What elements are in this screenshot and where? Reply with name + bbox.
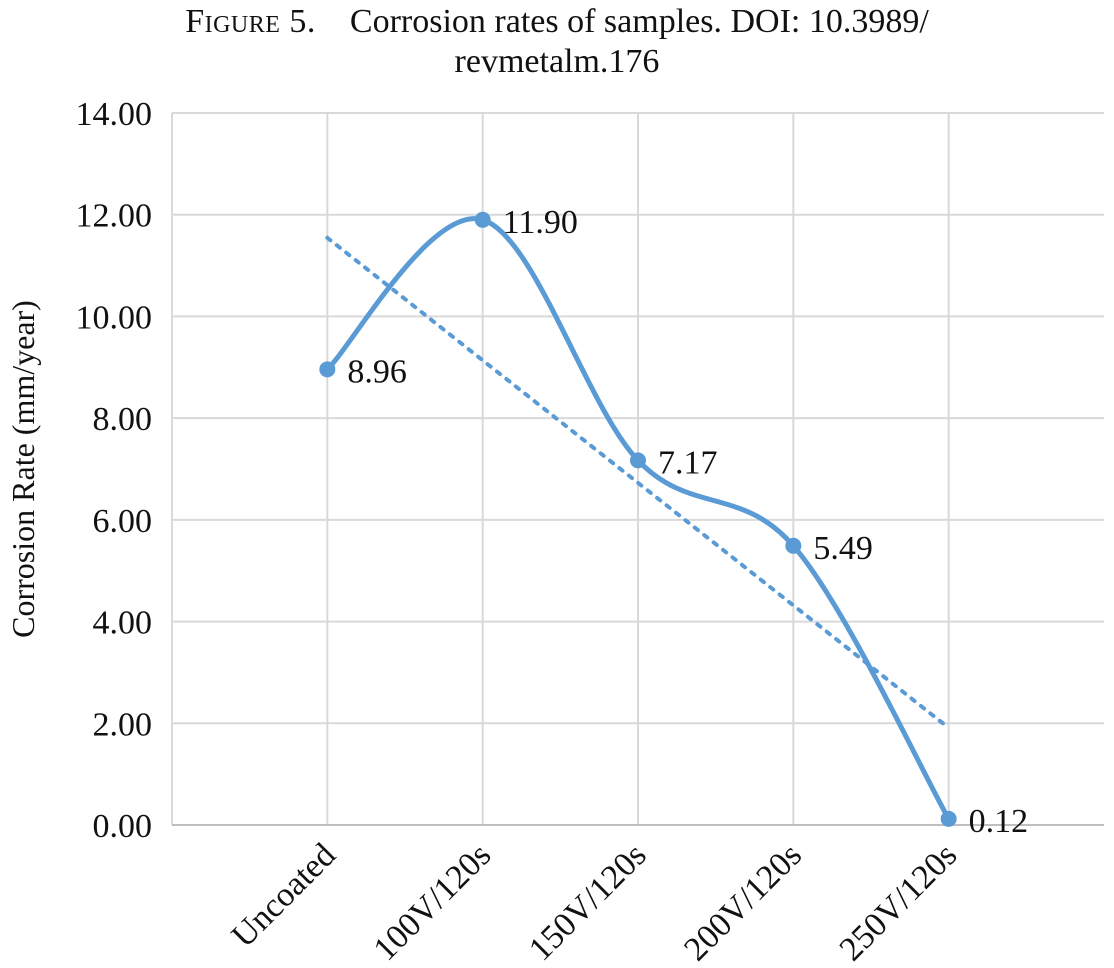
y-tick-label: 6.00 bbox=[93, 503, 153, 540]
trendline bbox=[325, 235, 951, 730]
y-tick-label: 2.00 bbox=[93, 706, 153, 743]
data-point bbox=[319, 361, 336, 378]
y-tick-label: 10.00 bbox=[76, 299, 153, 336]
y-axis-title: Corrosion Rate (mm/year) bbox=[5, 300, 41, 638]
data-label: 11.90 bbox=[503, 204, 578, 241]
trendline-layer bbox=[325, 235, 951, 730]
data-point bbox=[940, 810, 957, 827]
x-tick-label: Uncoated bbox=[225, 836, 343, 954]
figure-caption: Figure 5. Corrosion rates of samples. DO… bbox=[0, 2, 1114, 82]
caption-text-line-1: Corrosion rates of samples. DOI: 10.3989… bbox=[349, 3, 929, 40]
data-label: 8.96 bbox=[347, 353, 407, 390]
data-label: 7.17 bbox=[658, 444, 718, 481]
data-point bbox=[785, 537, 802, 554]
data-point bbox=[630, 452, 646, 469]
x-tick-label: 250V/120s bbox=[833, 836, 965, 968]
caption-text-line-2: revmetalm.176 bbox=[454, 43, 660, 80]
data-label: 5.49 bbox=[813, 530, 873, 567]
x-tick-label: 100V/120s bbox=[367, 836, 499, 968]
x-tick-label: 200V/120s bbox=[677, 836, 809, 968]
y-tick-label: 8.00 bbox=[93, 401, 153, 438]
y-tick-label: 0.00 bbox=[93, 808, 153, 845]
grid-layer bbox=[172, 112, 1104, 825]
y-tick-label: 12.00 bbox=[76, 198, 153, 235]
x-tick-label: 150V/120s bbox=[522, 836, 654, 968]
series-layer bbox=[319, 211, 957, 827]
data-label: 0.12 bbox=[969, 803, 1029, 840]
y-tick-label: 4.00 bbox=[93, 605, 153, 642]
label-layer: 8.96 11.90 7.17 5.49 0.12 bbox=[347, 204, 1028, 840]
caption-line-1: Figure 5. Corrosion rates of samples. DO… bbox=[0, 2, 1114, 42]
y-tick-label: 14.00 bbox=[76, 96, 153, 133]
data-point bbox=[474, 211, 491, 228]
figure-label: Figure 5. bbox=[185, 3, 316, 40]
